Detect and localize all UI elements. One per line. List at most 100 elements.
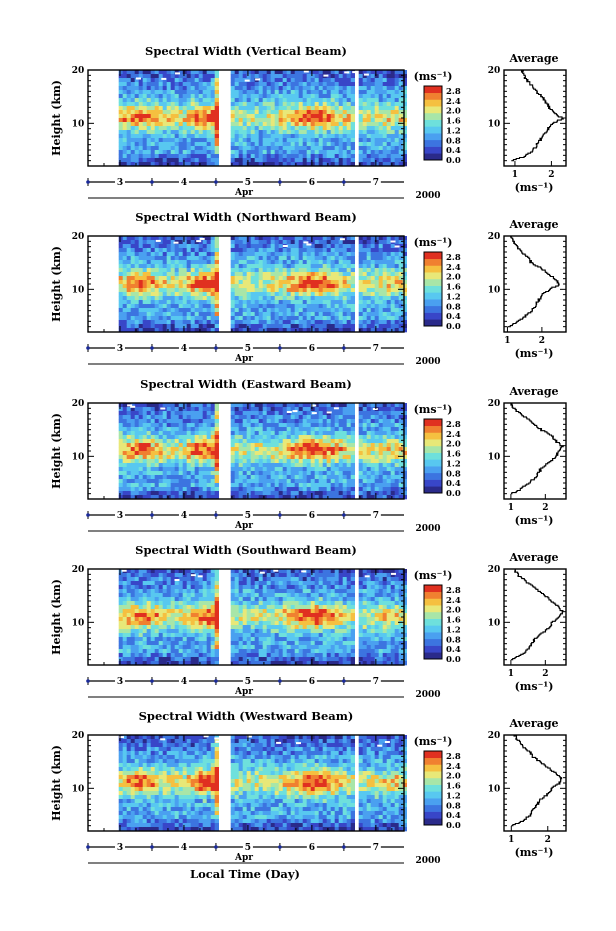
heatmap-cell <box>250 126 255 131</box>
heatmap-cell <box>138 268 143 273</box>
heatmap-cell <box>234 296 239 301</box>
heatmap-cell <box>178 146 183 151</box>
heatmap-cell <box>122 134 127 139</box>
heatmap-cell <box>174 90 179 95</box>
heatmap-cell <box>250 439 255 444</box>
heatmap-cell <box>362 150 367 155</box>
heatmap-cell <box>346 415 351 420</box>
heatmap-cell <box>262 423 267 428</box>
heatmap-cell <box>318 451 323 456</box>
heatmap-cell <box>186 447 191 452</box>
heatmap-cell <box>314 264 319 269</box>
heatmap-cell <box>274 483 279 488</box>
heatmap-cell <box>146 427 151 432</box>
heatmap-cell <box>270 236 275 241</box>
heatmap-cell <box>350 487 355 492</box>
heatmap-cell <box>198 138 203 143</box>
missing-data-speck <box>173 241 179 244</box>
colorbar-unit: (ms⁻¹) <box>414 236 453 249</box>
heatmap-cell <box>334 296 339 301</box>
heatmap-cell <box>198 248 203 253</box>
heatmap-cell <box>170 443 175 448</box>
heatmap-cell <box>154 122 159 127</box>
heatmap-cell <box>162 288 167 293</box>
heatmap-cell <box>302 106 307 111</box>
heatmap-cell <box>294 316 299 321</box>
heatmap-cell <box>390 280 395 285</box>
heatmap-cell <box>278 280 283 285</box>
heatmap-cell <box>214 94 219 99</box>
heatmap-cell <box>274 435 279 440</box>
heatmap-cell <box>138 431 143 436</box>
heatmap-cell <box>234 272 239 277</box>
heatmap-cell <box>230 82 235 87</box>
heatmap-cell <box>322 150 327 155</box>
heatmap-cell <box>206 483 211 488</box>
heatmap-cell <box>214 308 219 313</box>
heatmap-cell <box>278 427 283 432</box>
heatmap-cell <box>386 252 391 257</box>
heatmap-cell <box>122 427 127 432</box>
heatmap-cell <box>182 471 187 476</box>
heatmap-cell <box>214 236 219 241</box>
heatmap-cell <box>230 142 235 147</box>
heatmap-cell <box>210 419 215 424</box>
heatmap-cell <box>306 447 311 452</box>
y-tick-label: 20 <box>72 66 85 76</box>
heatmap-cell <box>138 467 143 472</box>
heatmap-cell <box>162 78 167 83</box>
heatmap-cell <box>286 118 291 123</box>
heatmap-cell <box>166 308 171 313</box>
heatmap-cell <box>286 300 291 305</box>
heatmap-cell <box>398 328 403 333</box>
heatmap-cell <box>250 308 255 313</box>
heatmap-cell <box>126 487 131 492</box>
heatmap-cell <box>142 162 147 167</box>
heatmap-cell <box>402 82 407 87</box>
heatmap-cell <box>138 312 143 317</box>
heatmap-cell <box>150 316 155 321</box>
heatmap-cell <box>294 427 299 432</box>
heatmap-cell <box>278 463 283 468</box>
heatmap-cell <box>150 495 155 500</box>
heatmap-cell <box>174 443 179 448</box>
heatmap-cell <box>246 90 251 95</box>
heatmap-cell <box>310 427 315 432</box>
heatmap-cell <box>322 447 327 452</box>
heatmap-cell <box>350 244 355 249</box>
heatmap-cell <box>350 272 355 277</box>
heatmap-cell <box>142 86 147 91</box>
heatmap-cell <box>234 455 239 460</box>
heatmap-cell <box>138 138 143 143</box>
heatmap-cell <box>202 284 207 289</box>
heatmap-cell <box>130 90 135 95</box>
heatmap-cell <box>194 455 199 460</box>
heatmap-cell <box>230 284 235 289</box>
heatmap-cell <box>338 320 343 325</box>
heatmap-cell <box>170 248 175 253</box>
heatmap-cell <box>122 495 127 500</box>
heatmap-cell <box>326 146 331 151</box>
missing-data-speck <box>196 240 202 243</box>
heatmap-cell <box>334 236 339 241</box>
heatmap-cell <box>266 252 271 257</box>
heatmap-cell <box>282 130 287 135</box>
heatmap-cell <box>398 240 403 245</box>
heatmap-cell <box>334 280 339 285</box>
heatmap-cell <box>194 495 199 500</box>
heatmap-cell <box>374 252 379 257</box>
heatmap-cell <box>210 284 215 289</box>
heatmap-cell <box>130 82 135 87</box>
heatmap-cell <box>194 134 199 139</box>
heatmap-cell <box>318 90 323 95</box>
heatmap-cell <box>146 451 151 456</box>
heatmap-cell <box>118 308 123 313</box>
heatmap-cell <box>178 126 183 131</box>
heatmap-cell <box>390 82 395 87</box>
heatmap-cell <box>130 146 135 151</box>
heatmap-cell <box>202 158 207 163</box>
colorbar: 0.00.40.81.21.62.02.42.8(ms⁻¹) <box>414 70 461 166</box>
heatmap-cell <box>278 102 283 107</box>
heatmap-cell <box>366 70 371 75</box>
heatmap-cell <box>146 463 151 468</box>
